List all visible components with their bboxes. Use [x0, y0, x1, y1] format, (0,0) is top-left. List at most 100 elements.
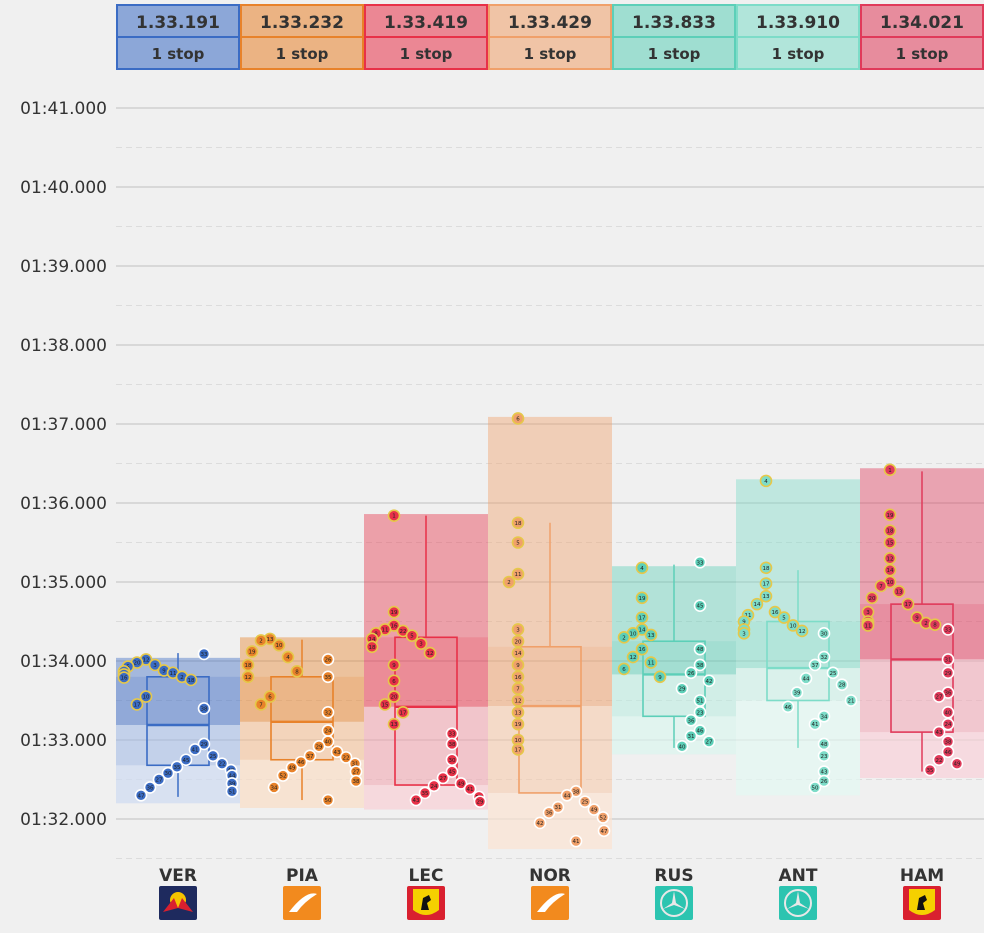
lap-number: 8 — [295, 669, 299, 675]
lap-number: 17 — [905, 602, 912, 608]
lap-number: 30 — [821, 631, 828, 637]
lap-number: 12 — [143, 657, 150, 663]
lap-number: 10 — [887, 580, 894, 586]
lap-point: 30 — [817, 627, 831, 640]
lap-number: 12 — [630, 655, 637, 661]
lap-point: 17 — [396, 706, 410, 719]
lap-number: 43 — [821, 770, 828, 776]
lap-number: 27 — [353, 770, 360, 776]
lap-number: 22 — [936, 758, 943, 764]
lap-number: 49 — [591, 808, 598, 814]
lap-number: 51 — [697, 699, 704, 705]
lap-point: 40 — [675, 740, 689, 753]
lap-point: 27 — [349, 765, 363, 778]
strategy-tile — [488, 36, 612, 70]
lap-number: 52 — [280, 774, 287, 780]
lap-point: 46 — [294, 755, 308, 769]
lap-number: 32 — [821, 655, 828, 661]
lap-point: 29 — [312, 740, 326, 753]
lap-point: 46 — [941, 745, 955, 759]
lap-number: 7 — [879, 584, 883, 590]
lap-point: 30 — [445, 753, 459, 767]
lap-number: 19 — [639, 596, 646, 602]
lap-point: 30 — [161, 766, 175, 780]
lap-point: 9 — [910, 611, 924, 624]
lap-point: 28 — [835, 678, 849, 692]
lap-number: 41 — [467, 787, 474, 793]
lap-number: 23 — [697, 710, 704, 716]
lap-number: 19 — [887, 513, 894, 519]
lap-point: 17 — [635, 611, 649, 624]
lap-number: 26 — [325, 657, 332, 663]
lap-point: 38 — [941, 735, 955, 748]
lap-point: 27 — [932, 690, 946, 703]
lap-number: 38 — [697, 663, 704, 669]
median-time-tile — [860, 4, 984, 38]
lap-number: 3 — [419, 642, 423, 648]
lap-number: 46 — [298, 760, 305, 766]
lap-number: 15 — [887, 541, 894, 547]
lap-number: 29 — [201, 742, 208, 748]
lap-number: 47 — [138, 793, 145, 799]
lap-number: 6 — [622, 667, 626, 673]
mclaren-logo — [283, 886, 321, 920]
lap-point: 35 — [418, 786, 432, 800]
lap-point: 42 — [533, 816, 547, 830]
lap-point: 25 — [206, 749, 220, 763]
lap-number: 12 — [427, 651, 434, 657]
lap-point: 22 — [932, 753, 946, 767]
lap-number: 22 — [219, 762, 226, 768]
lap-number: 29 — [945, 671, 952, 677]
lap-point: 24 — [941, 717, 955, 731]
lap-number: 45 — [697, 604, 704, 610]
lap-number: 18 — [763, 566, 770, 572]
strategy-label: 1 stop — [896, 45, 949, 63]
lap-point: 37 — [808, 658, 822, 672]
lap-point: 16 — [635, 642, 649, 656]
lap-point: 52 — [596, 811, 610, 824]
y-tick-label: 01:38.000 — [20, 336, 107, 356]
strategy-label: 1 stop — [772, 45, 825, 63]
lap-number: 19 — [515, 722, 522, 728]
lap-number: 5 — [782, 616, 786, 622]
lap-number: 40 — [325, 740, 332, 746]
lap-number: 11 — [170, 671, 177, 677]
lap-number: 31 — [352, 762, 359, 768]
y-tick-label: 01:37.000 — [20, 415, 107, 435]
lap-number: 18 — [245, 663, 252, 669]
lap-number: 3 — [866, 610, 870, 616]
lap-number: 16 — [639, 647, 646, 653]
driver-code: HAM — [900, 866, 944, 886]
lap-number: 33 — [945, 627, 952, 633]
driver-code: LEC — [409, 866, 444, 886]
lap-number: 9 — [915, 616, 919, 622]
lap-point: 19 — [387, 605, 401, 619]
median-time-tile — [612, 4, 736, 38]
lap-point: 18 — [511, 516, 525, 530]
lap-point: 5 — [511, 536, 525, 549]
lap-number: 4 — [286, 655, 290, 661]
lap-number: 36 — [546, 811, 553, 817]
median-time-tile — [240, 4, 364, 38]
lap-number: 14 — [369, 637, 376, 643]
lap-number: 33 — [201, 652, 208, 658]
strategy-tile — [116, 36, 240, 70]
lap-number: 21 — [848, 699, 855, 705]
lap-number: 50 — [325, 798, 332, 804]
lap-number: 10 — [143, 695, 150, 701]
lap-number: 10 — [276, 643, 283, 649]
lap-number: 43 — [413, 798, 420, 804]
lap-number: 32 — [325, 710, 332, 716]
lap-point: 4 — [281, 650, 295, 664]
lap-point: 29 — [473, 795, 487, 808]
lap-number: 42 — [537, 821, 544, 827]
lap-number: 18 — [369, 645, 376, 651]
lap-point: 43 — [409, 793, 423, 807]
lap-point: 18 — [241, 658, 255, 672]
lap-point: 7 — [254, 698, 268, 711]
lap-point: 22 — [339, 751, 353, 764]
strategy-tile — [240, 36, 364, 70]
lap-number: 16 — [772, 610, 779, 616]
lap-point: 46 — [781, 700, 795, 714]
